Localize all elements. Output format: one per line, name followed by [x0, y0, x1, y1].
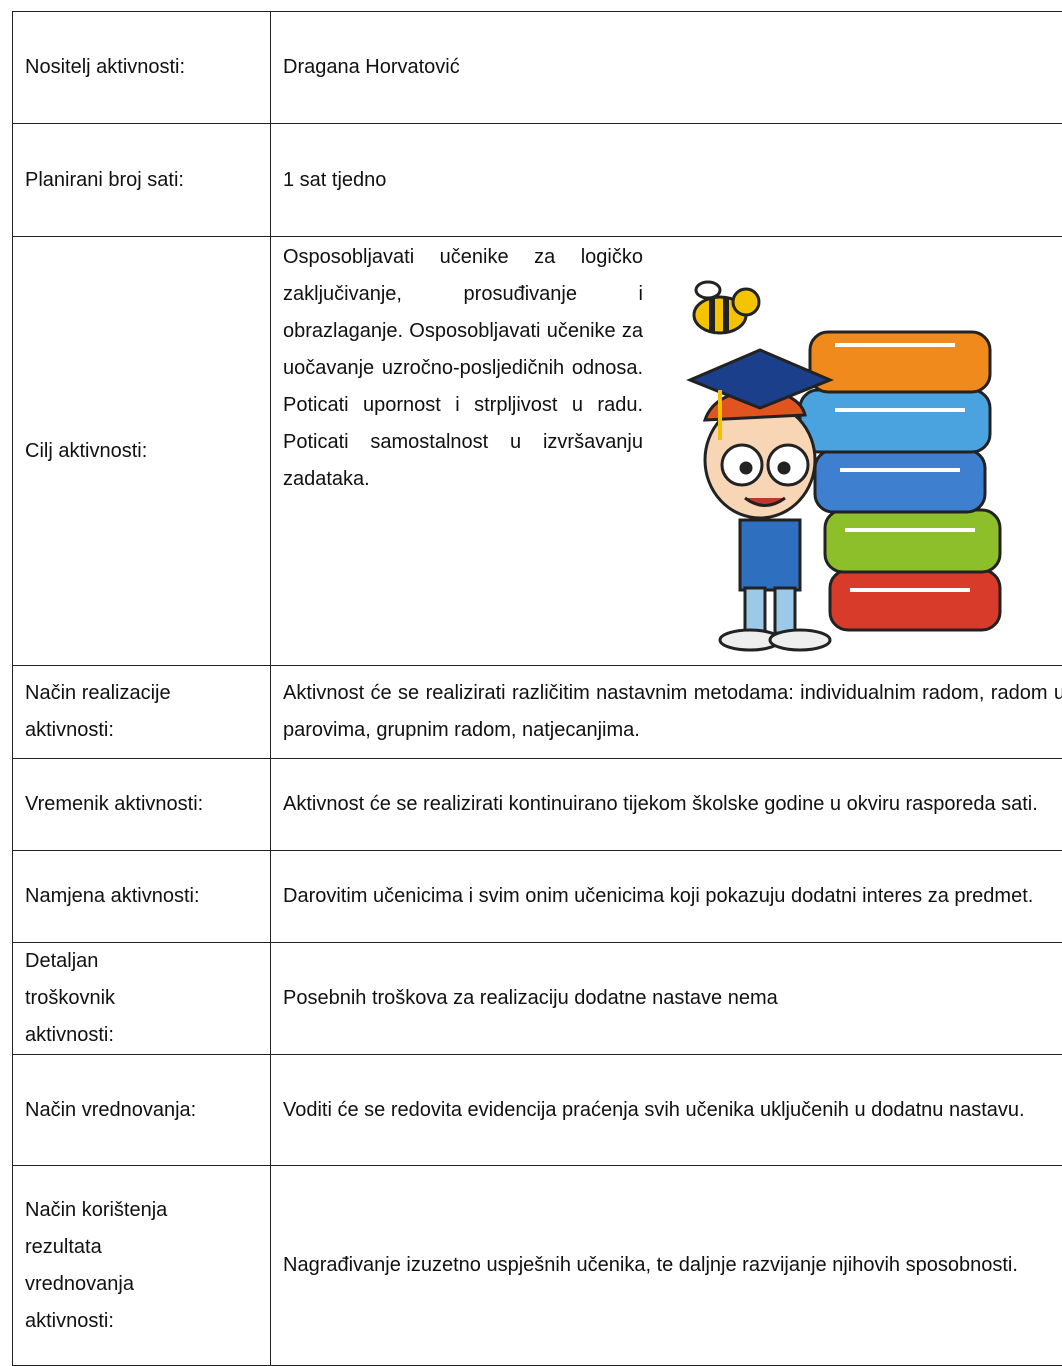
- row: Planirani broj sati:1 sat tjedno: [13, 124, 1062, 237]
- illustration: [650, 270, 1010, 660]
- row: Namjena aktivnosti:Darovitim učenicima i…: [13, 851, 1062, 943]
- label: Detaljan troškovnik aktivnosti:: [13, 943, 271, 1055]
- row: Nositelj aktivnosti:Dragana Horvatović: [13, 12, 1062, 124]
- value: 1 sat tjedno: [271, 124, 1062, 237]
- value: Dragana Horvatović: [271, 12, 1062, 124]
- activity-table: Nositelj aktivnosti:Dragana Horvatović P…: [12, 11, 1062, 1366]
- label: Planirani broj sati:: [13, 124, 271, 237]
- label: Način realizacije aktivnosti:: [13, 666, 271, 759]
- value: Nagrađivanje izuzetno uspješnih učenika,…: [271, 1166, 1062, 1366]
- value: Voditi će se redovita evidencija praćenj…: [271, 1055, 1062, 1166]
- value: Aktivnost će se realizirati kontinuirano…: [271, 759, 1062, 851]
- row: Način vrednovanja:Voditi će se redovita …: [13, 1055, 1062, 1166]
- label: Način vrednovanja:: [13, 1055, 271, 1166]
- label: Vremenik aktivnosti:: [13, 759, 271, 851]
- books: [800, 332, 1000, 630]
- bee: [694, 282, 759, 333]
- value: Darovitim učenicima i svim onim učenicim…: [271, 851, 1062, 943]
- label: Cilj aktivnosti:: [13, 237, 271, 666]
- label: Nositelj aktivnosti:: [13, 12, 271, 124]
- label: Namjena aktivnosti:: [13, 851, 271, 943]
- value: Osposobljavati učenike za logičko zaklju…: [283, 239, 643, 498]
- row: Detaljan troškovnik aktivnosti:Posebnih …: [13, 943, 1062, 1055]
- value: Posebnih troškova za realizaciju dodatne…: [271, 943, 1062, 1055]
- row: Način korištenja rezultata vrednovanja a…: [13, 1166, 1062, 1366]
- value: Aktivnost će se realizirati različitim n…: [271, 666, 1062, 759]
- row: Način realizacije aktivnosti:Aktivnost ć…: [13, 666, 1062, 759]
- row: Vremenik aktivnosti:Aktivnost će se real…: [13, 759, 1062, 851]
- label: Način korištenja rezultata vrednovanja a…: [13, 1166, 271, 1366]
